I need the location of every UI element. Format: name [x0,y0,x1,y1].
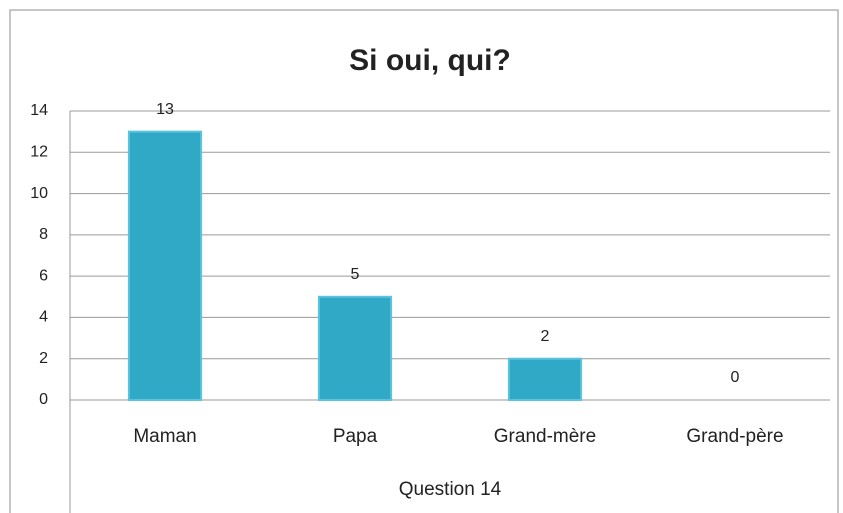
y-tick-label: 12 [30,144,48,161]
x-tick-label: Grand-père [686,426,783,447]
x-tick-label: Grand-mère [494,426,596,447]
y-tick-label: 8 [39,226,48,243]
y-tick-label: 4 [39,309,48,326]
data-label: 5 [351,266,360,283]
bar [127,130,203,401]
data-label: 2 [541,328,550,345]
bar [317,295,393,401]
data-label: 13 [156,101,174,118]
chart-title: Si oui, qui? [349,44,511,77]
x-tick-label: Maman [133,426,196,447]
data-label: 0 [731,369,740,386]
bar [507,357,583,402]
x-tick-label: Papa [333,426,378,447]
y-tick-label: 2 [39,350,48,367]
y-tick-label: 10 [30,185,48,202]
y-tick-label: 14 [30,102,48,119]
y-tick-label: 0 [39,391,48,408]
x-axis-label: Question 14 [399,479,502,500]
y-tick-label: 6 [39,267,48,284]
